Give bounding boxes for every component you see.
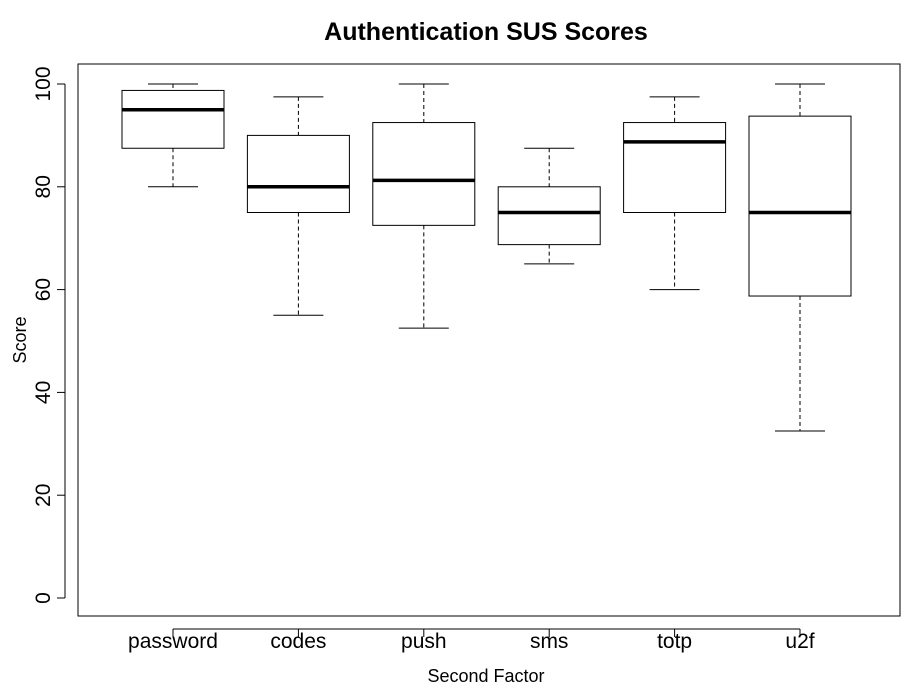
y-tick-label: 20 xyxy=(32,484,55,507)
boxes xyxy=(121,83,852,432)
iqr-box xyxy=(497,186,601,246)
y-axis-label: Score xyxy=(10,316,30,363)
chart-title: Authentication SUS Scores xyxy=(324,18,648,46)
box-sms xyxy=(497,147,601,265)
box-totp xyxy=(623,96,727,291)
x-axis: password codes push sms totp u2f xyxy=(128,628,815,653)
iqr-box xyxy=(372,122,476,226)
x-tick-label: push xyxy=(401,630,447,653)
plot-frame xyxy=(77,63,901,617)
y-tick-label: 80 xyxy=(32,175,55,198)
y-tick-label: 60 xyxy=(32,278,55,301)
x-tick-label: password xyxy=(128,630,218,653)
box-password xyxy=(121,83,225,188)
x-tick-label: codes xyxy=(270,630,326,653)
iqr-box xyxy=(748,115,852,297)
y-tick-label: 100 xyxy=(32,66,55,101)
box-u2f xyxy=(748,83,852,432)
x-axis-label: Second Factor xyxy=(427,666,544,686)
iqr-box xyxy=(623,122,727,213)
x-tick-label: u2f xyxy=(785,630,814,653)
y-axis: 0 20 40 60 80 100 xyxy=(32,66,66,604)
iqr-box xyxy=(246,134,350,213)
y-tick-label: 40 xyxy=(32,381,55,404)
x-tick-label: sms xyxy=(530,630,569,653)
iqr-box xyxy=(121,89,225,149)
box-codes xyxy=(246,96,350,316)
x-tick-label: totp xyxy=(657,630,692,653)
y-tick-label: 0 xyxy=(32,592,55,604)
box-push xyxy=(372,83,476,329)
